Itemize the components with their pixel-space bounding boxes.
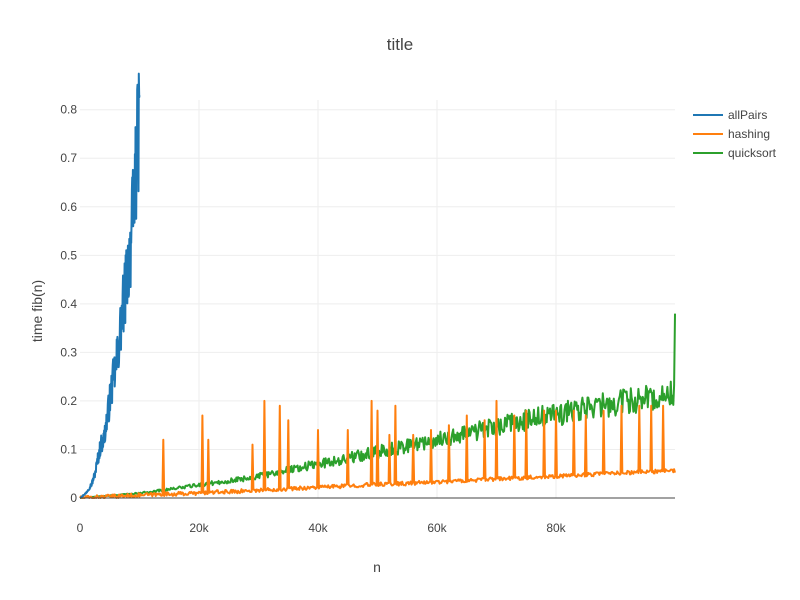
chart-title: title bbox=[387, 35, 413, 54]
series-line-allPairs bbox=[79, 72, 141, 499]
y-tick-label: 0.8 bbox=[60, 103, 77, 117]
series-line-hashing bbox=[79, 399, 676, 499]
legend: allPairs hashing quicksort bbox=[693, 108, 777, 160]
y-tick-label: 0.1 bbox=[60, 442, 77, 456]
y-tick-label: 0.4 bbox=[60, 297, 77, 311]
y-tick-label: 0.3 bbox=[60, 345, 77, 359]
x-axis-title: n bbox=[373, 559, 381, 575]
y-tick-label: 0 bbox=[70, 491, 77, 505]
y-tick-label: 0.5 bbox=[60, 248, 77, 262]
tick-layer: 0 0.1 0.2 0.3 0.4 0.5 0.6 0.7 0.8 0 20k 40k 60k 80k bbox=[60, 103, 566, 535]
x-tick-label: 60k bbox=[427, 521, 447, 535]
x-tick-label: 80k bbox=[546, 521, 566, 535]
x-tick-label: 0 bbox=[77, 521, 84, 535]
legend-label-allPairs: allPairs bbox=[728, 108, 767, 122]
legend-label-quicksort: quicksort bbox=[728, 146, 777, 160]
y-axis-title: time fib(n) bbox=[29, 280, 45, 342]
y-tick-label: 0.2 bbox=[60, 394, 77, 408]
x-tick-label: 40k bbox=[308, 521, 328, 535]
series-layer bbox=[79, 72, 676, 499]
y-tick-label: 0.7 bbox=[60, 151, 77, 165]
x-tick-label: 20k bbox=[189, 521, 209, 535]
y-tick-label: 0.6 bbox=[60, 200, 77, 214]
legend-label-hashing: hashing bbox=[728, 127, 770, 141]
